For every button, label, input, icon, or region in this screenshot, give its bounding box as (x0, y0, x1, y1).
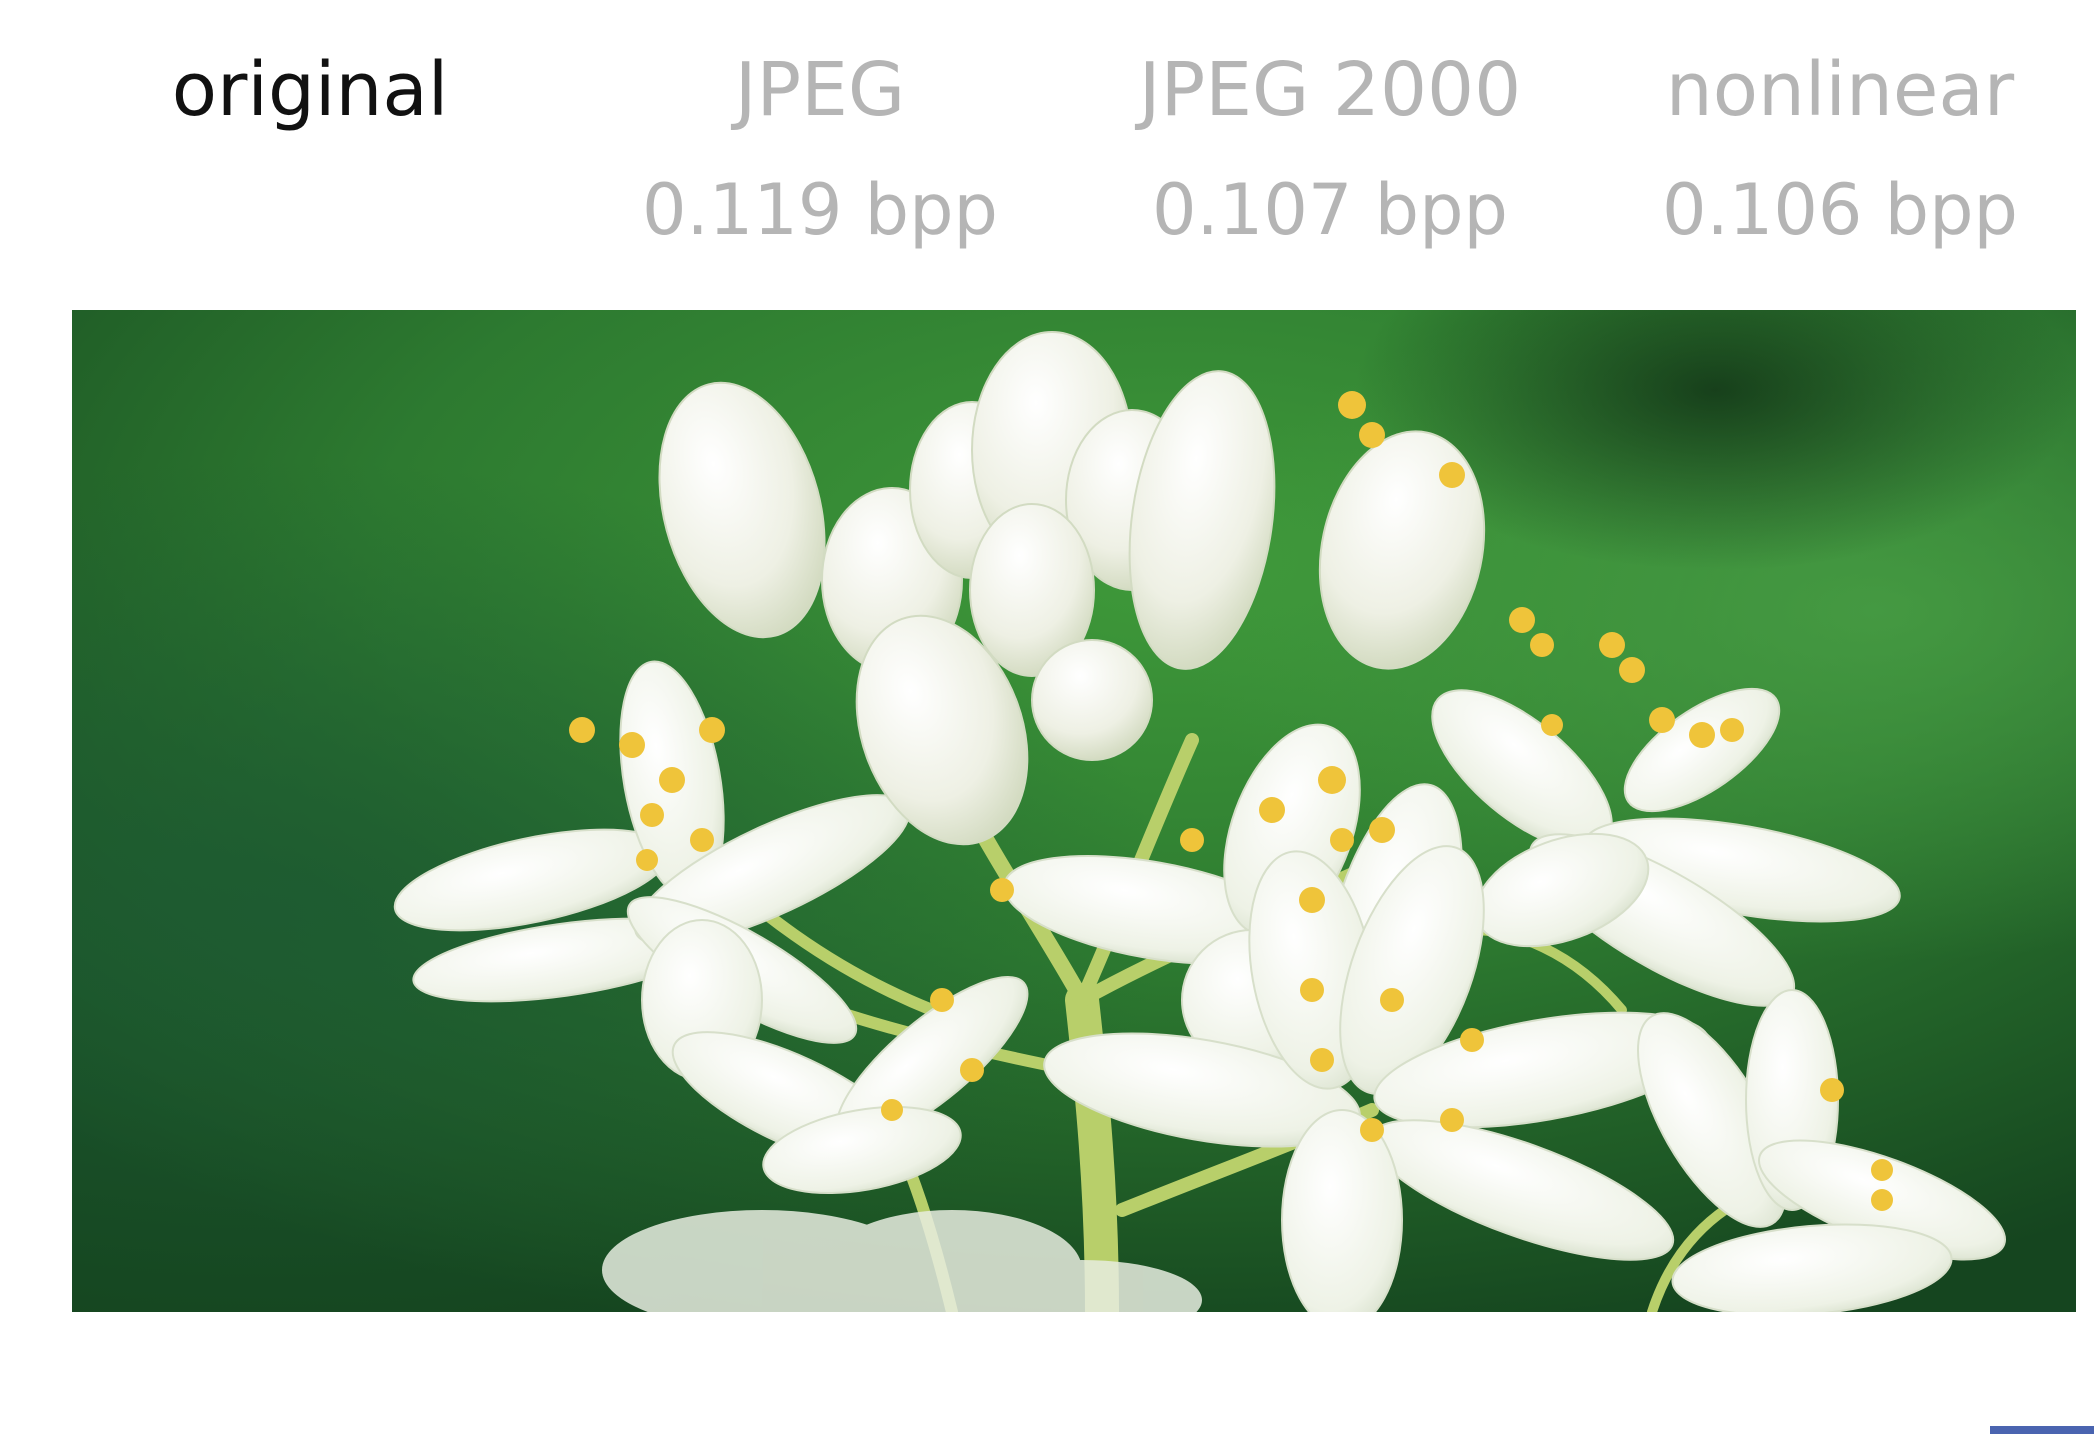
method-label-jpeg: JPEG (734, 47, 906, 133)
method-label-nonlinear: nonlinear (1665, 47, 2015, 133)
bitrate-label-jpeg2000: 0.107 bpp (1152, 169, 1508, 251)
bitrate-label-jpeg: 0.119 bpp (642, 169, 998, 251)
bitrate-label-nonlinear: 0.106 bpp (1662, 169, 2018, 251)
method-label-original: original (171, 47, 449, 133)
flower-photo (72, 310, 2076, 1312)
method-label-jpeg2000: JPEG 2000 (1138, 47, 1522, 133)
accent-bar (1990, 1426, 2094, 1434)
